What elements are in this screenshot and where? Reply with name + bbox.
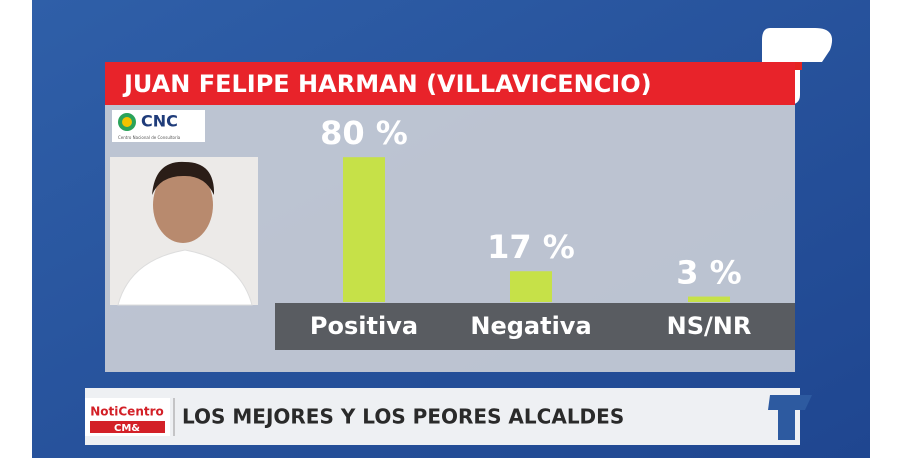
bar — [510, 271, 552, 302]
ticker-brand: NotiCentro — [90, 405, 164, 419]
cnc-logo-text: CNC — [141, 112, 178, 131]
value-label: 17 % — [487, 228, 575, 266]
category-label: NS/NR — [667, 312, 752, 340]
category-label: Positiva — [310, 312, 418, 340]
photo-face — [153, 167, 213, 243]
value-label: 3 % — [676, 254, 741, 292]
photo-shirt — [117, 249, 253, 306]
category-label: Negativa — [470, 312, 591, 340]
bar — [343, 157, 385, 302]
ticker-bar — [85, 388, 800, 445]
photo-hair — [152, 161, 215, 195]
value-label: 80 % — [320, 114, 408, 152]
category-strip — [275, 303, 795, 350]
ticker-brand-sub: CM& — [114, 423, 140, 434]
bar — [688, 296, 730, 302]
ticker-headline: LOS MEJORES Y LOS PEORES ALCALDES — [182, 405, 624, 429]
ticker-brand-sub-box — [90, 421, 165, 433]
cnc-logo-mark-inner — [122, 117, 132, 127]
cnc-logo-subtitle: Centro Nacional de Consultoría — [118, 135, 181, 140]
ticker-channel-logo — [768, 395, 812, 440]
chart-title: JUAN FELIPE HARMAN (VILLAVICENCIO) — [122, 70, 652, 98]
title-bar — [105, 62, 795, 105]
